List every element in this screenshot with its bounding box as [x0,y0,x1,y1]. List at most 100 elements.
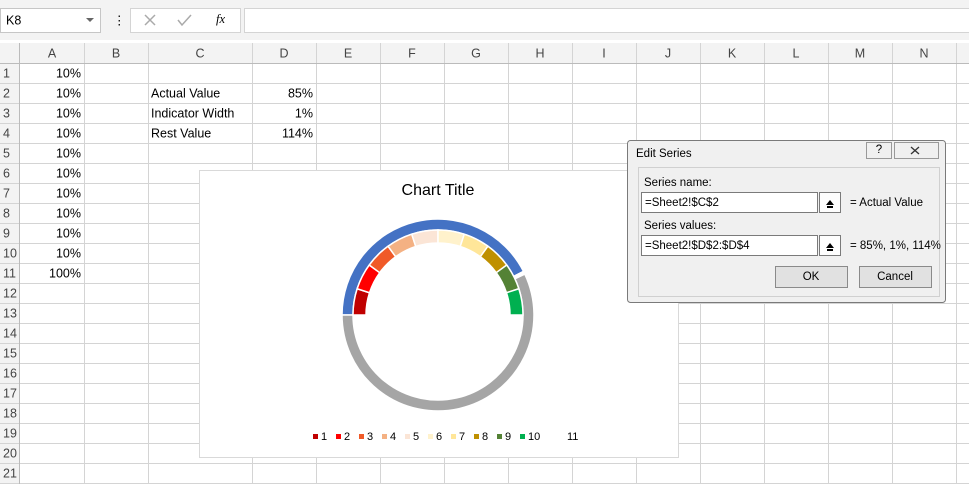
name-box-dropdown[interactable] [86,18,94,22]
legend-swatch [520,434,525,439]
column-header-bar [0,43,969,64]
dialog-title: Edit Series [636,148,692,160]
column-header: A [48,46,57,60]
row-header: 17 [3,386,17,400]
row-header: 3 [3,106,10,120]
cell: 100% [49,266,81,280]
row-header: 16 [3,366,17,380]
row-header: 8 [3,206,10,220]
legend-label: 2 [344,431,350,443]
cell: 10% [56,106,81,120]
legend-swatch [313,434,318,439]
legend-label: 11 [567,431,578,443]
chart: Chart Title 1 2 3 4 5 6 7 8 9 10 11 [199,170,679,458]
ok-button-text: OK [803,271,820,283]
series-name-input[interactable] [641,192,818,213]
row-header: 20 [3,446,17,460]
help-button-text: ? [876,144,882,156]
legend-swatch [474,434,479,439]
cell: 114% [282,126,313,140]
cancel-button-text: Cancel [877,271,913,283]
legend-label: 9 [505,431,511,443]
doughnut-segment [341,273,535,412]
row-header: 19 [3,426,17,440]
legend-label: 5 [413,431,419,443]
column-header: H [535,46,544,60]
close-button[interactable] [894,142,939,159]
row-header: 11 [3,266,16,280]
series-values-label: Series values: [644,220,716,232]
legend-swatch [451,434,456,439]
enter-icon[interactable] [177,14,192,27]
cancel-icon[interactable] [144,14,156,26]
legend-swatch [428,434,433,439]
row-header: 2 [3,86,10,100]
chart-area[interactable] [199,170,679,458]
column-header: M [855,46,865,60]
close-icon [910,146,920,155]
cell: 1% [295,106,313,120]
column-header: K [728,46,737,60]
row-header: 18 [3,406,17,420]
column-header: L [793,46,800,60]
cell: 10% [56,206,81,220]
legend-swatch [336,434,341,439]
series-values-result: = 85%, 1%, 114% [850,240,941,252]
formula-input[interactable] [244,8,969,33]
insert-function[interactable]: fx [216,12,225,26]
legend-label: 7 [459,431,465,443]
legend-swatch [497,434,502,439]
separator-dots: ⋮ [113,13,126,27]
cancel-button[interactable] [859,266,932,288]
legend-label: 6 [436,431,442,443]
cell: 10% [56,226,81,240]
cell: 10% [56,86,81,100]
column-header: N [919,46,928,60]
legend-swatch [405,434,410,439]
cell: 10% [56,66,81,80]
cell: 10% [56,146,81,160]
cell: 10% [56,246,81,260]
series-values-input[interactable] [641,235,818,256]
row-header: 1 [3,66,10,80]
series-name-ref: =Sheet2!$C$2 [645,197,719,209]
row-header: 7 [3,186,10,200]
cell: 85% [288,86,313,100]
row-header: 13 [3,306,17,320]
legend-swatch [382,434,387,439]
cell: 10% [56,166,81,180]
row-header: 14 [3,326,17,340]
row-header: 21 [3,466,17,480]
collapse-icon [826,243,834,251]
column-header: B [112,46,120,60]
legend-label: 10 [528,431,540,443]
legend-label: 1 [321,431,327,443]
column-header: D [279,46,288,60]
column-header: E [344,46,352,60]
series-name-result: = Actual Value [850,197,923,209]
name-box-text: K8 [6,13,21,27]
legend-label: 3 [367,431,373,443]
row-header: 12 [3,286,17,300]
row-header: 5 [3,146,10,160]
ok-button[interactable] [775,266,848,288]
cell: 10% [56,126,81,140]
column-header: C [195,46,204,60]
column-header: J [665,46,671,60]
chart-title: Chart Title [402,182,475,199]
cells: 10% 10% 10% 10% 10% 10% 10% 10% 10% 10% 100% Actual… [49,66,313,280]
legend-swatch [359,434,364,439]
series-name-label: Series name: [644,177,712,189]
help-button[interactable] [866,142,892,159]
legend-label: 8 [482,431,488,443]
row-header: 10 [3,246,17,260]
legend-label: 4 [390,431,396,443]
series-values-ref: =Sheet2!$D$2:$D$4 [645,240,750,252]
row-header: 6 [3,166,10,180]
cell: Actual Value [151,86,220,100]
column-header: G [471,46,481,60]
cell: Indicator Width [151,106,234,120]
column-header: F [408,46,416,60]
name-box[interactable] [0,8,101,33]
